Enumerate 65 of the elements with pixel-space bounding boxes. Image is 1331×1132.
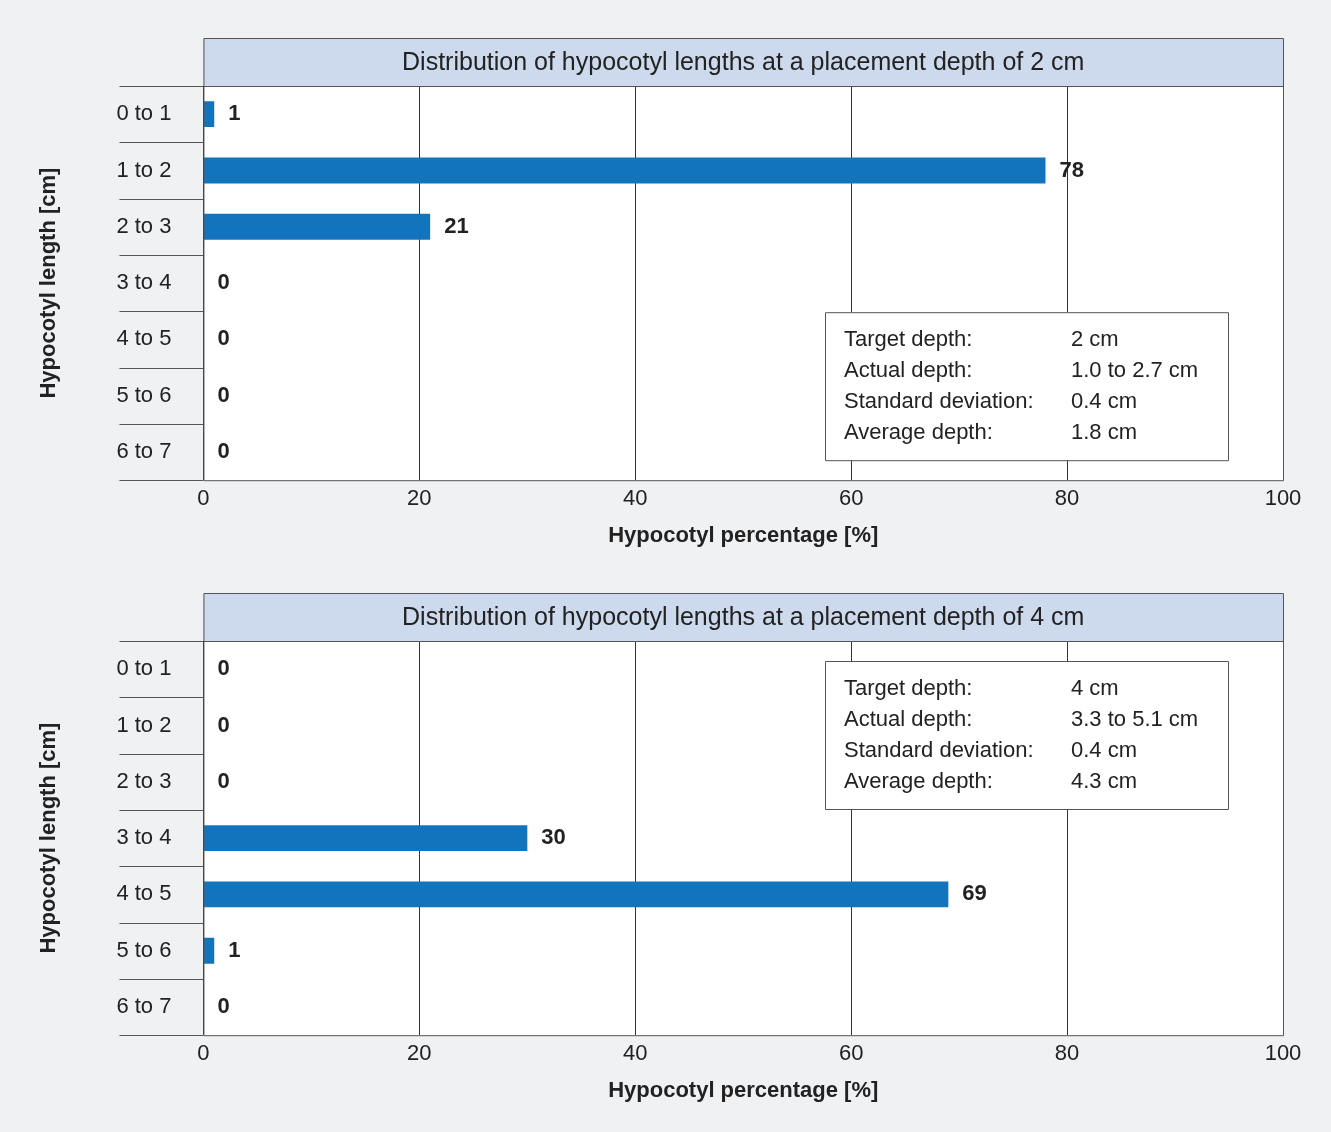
y-tick-label: 4 to 5 [116,880,172,906]
data-label: 0 [217,381,230,407]
data-label: 69 [962,880,987,906]
annotation: Target depth: [844,325,973,351]
chart-title: Distribution of hypocotyl lengths at a placement depth of 2 cm [402,46,1085,75]
annotation: 0.4 cm [1071,736,1138,762]
x-tick-label: 80 [1054,485,1080,511]
y-tick-label: 2 to 3 [116,767,172,793]
data-label: 0 [217,711,230,737]
x-tick-label: 0 [197,485,210,511]
data-label: 1 [228,936,241,962]
annotation: 1.0 to 2.7 cm [1071,356,1199,382]
annotation: 4 cm [1071,674,1119,700]
x-tick-label: 0 [197,1040,210,1066]
annotation: Standard deviation: [844,736,1034,762]
annotation: Target depth: [844,674,973,700]
data-label: 30 [541,824,566,850]
x-axis-title: Hypocotyl percentage [%] [608,1076,879,1102]
annotation: Actual depth: [844,356,973,382]
data-label: 0 [217,269,230,295]
annotation: 2 cm [1071,325,1119,351]
bar [203,881,949,908]
y-tick-label: 1 to 2 [116,156,172,182]
data-label: 0 [217,655,230,681]
x-tick-label: 60 [838,1040,864,1066]
x-axis-title: Hypocotyl percentage [%] [608,521,879,547]
data-label: 1 [228,100,241,126]
x-tick-label: 80 [1054,1040,1080,1066]
y-tick-label: 5 to 6 [116,381,172,407]
bar [203,213,431,240]
y-tick-label: 4 to 5 [116,325,172,351]
annotation: Average depth: [844,767,993,793]
x-tick-label: 40 [623,1040,648,1066]
y-tick-label: 2 to 3 [116,212,172,238]
y-tick-label: 0 to 1 [116,100,172,126]
x-tick-label: 40 [623,485,648,511]
annotation: 3.3 to 5.1 cm [1071,705,1199,731]
bar [203,825,528,852]
chart-title: Distribution of hypocotyl lengths at a placement depth of 4 cm [402,601,1085,630]
data-label: 21 [444,212,469,238]
annotation: 0.4 cm [1071,387,1138,413]
data-label: 0 [217,325,230,351]
bar [203,157,1046,184]
y-tick-label: 6 to 7 [116,438,172,464]
data-label: 0 [217,993,230,1019]
y-axis-title: Hypocotyl length [cm] [35,167,61,399]
y-axis-title: Hypocotyl length [cm] [35,722,61,954]
data-label: 0 [217,438,230,464]
y-tick-label: 3 to 4 [116,269,172,295]
x-tick-label: 100 [1264,1040,1302,1066]
annotation: 1.8 cm [1071,418,1138,444]
annotation: Average depth: [844,418,993,444]
y-tick-label: 1 to 2 [116,711,172,737]
data-label: 0 [217,767,230,793]
annotation: Actual depth: [844,705,973,731]
annotation: 4.3 cm [1071,767,1138,793]
x-tick-label: 60 [838,485,864,511]
x-tick-label: 20 [407,1040,432,1066]
y-tick-label: 3 to 4 [116,824,172,850]
x-tick-label: 20 [407,485,432,511]
y-tick-label: 5 to 6 [116,936,172,962]
y-tick-label: 0 to 1 [116,655,172,681]
annotation: Standard deviation: [844,387,1034,413]
y-tick-label: 6 to 7 [116,993,172,1019]
x-tick-label: 100 [1264,485,1302,511]
